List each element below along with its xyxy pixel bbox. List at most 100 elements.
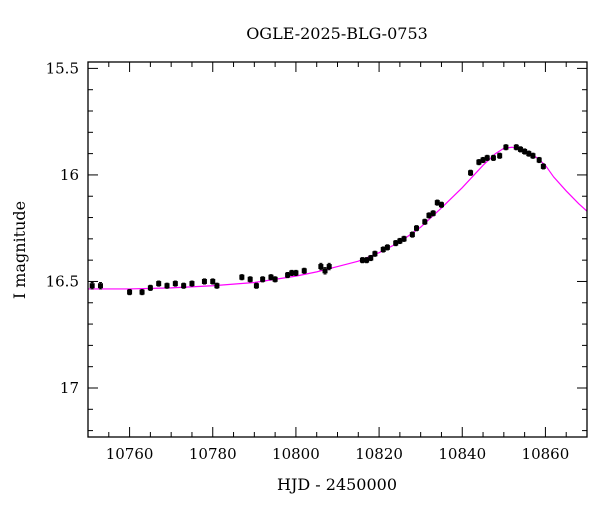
y-tick-label: 16 bbox=[60, 166, 79, 184]
data-marker bbox=[438, 202, 444, 208]
data-marker bbox=[503, 144, 509, 150]
data-marker bbox=[526, 151, 532, 157]
data-marker bbox=[540, 163, 546, 169]
data-point bbox=[89, 282, 95, 290]
data-marker bbox=[172, 281, 178, 287]
data-point bbox=[326, 262, 332, 271]
data-point bbox=[526, 150, 532, 157]
data-marker bbox=[253, 283, 259, 289]
y-axis-title: I magnitude bbox=[10, 201, 29, 299]
data-point bbox=[239, 274, 245, 281]
data-marker bbox=[426, 212, 432, 218]
data-point bbox=[368, 254, 374, 262]
chart-title: OGLE-2025-BLG-0753 bbox=[246, 24, 428, 43]
data-point bbox=[97, 282, 103, 290]
data-point bbox=[393, 240, 399, 247]
data-marker bbox=[517, 146, 523, 152]
data-point bbox=[214, 282, 220, 289]
data-marker bbox=[522, 148, 528, 154]
data-point bbox=[430, 210, 436, 217]
data-marker bbox=[247, 276, 253, 282]
data-marker bbox=[293, 270, 299, 276]
data-marker bbox=[401, 236, 407, 242]
data-marker bbox=[127, 289, 133, 295]
data-marker bbox=[476, 159, 482, 165]
data-marker bbox=[384, 244, 390, 250]
data-point bbox=[301, 267, 307, 274]
data-point bbox=[293, 269, 299, 276]
data-marker bbox=[156, 281, 162, 287]
data-point bbox=[181, 282, 187, 289]
data-point bbox=[490, 154, 496, 161]
x-axis-title: HJD - 2450000 bbox=[277, 475, 397, 494]
data-marker bbox=[484, 155, 490, 161]
data-point bbox=[372, 250, 378, 257]
y-tick-label: 15.5 bbox=[46, 59, 79, 77]
data-point bbox=[401, 235, 407, 242]
data-marker bbox=[268, 274, 274, 280]
data-point bbox=[409, 231, 415, 238]
data-point bbox=[536, 156, 542, 164]
data-point bbox=[497, 152, 503, 159]
data-marker bbox=[322, 268, 328, 274]
data-marker bbox=[393, 240, 399, 246]
data-marker bbox=[468, 170, 474, 176]
data-point bbox=[468, 169, 474, 176]
y-tick-label: 16.5 bbox=[46, 272, 79, 290]
data-point bbox=[540, 163, 546, 170]
data-marker bbox=[364, 257, 370, 263]
x-tick-label: 10780 bbox=[189, 445, 237, 463]
data-marker bbox=[368, 255, 374, 261]
data-marker bbox=[409, 232, 415, 238]
data-marker bbox=[139, 289, 145, 295]
x-tick-label: 10860 bbox=[522, 445, 570, 463]
data-point bbox=[484, 154, 490, 161]
data-point bbox=[414, 225, 420, 232]
data-marker bbox=[289, 270, 295, 276]
data-point bbox=[127, 289, 133, 296]
data-point bbox=[201, 278, 207, 285]
data-marker bbox=[210, 278, 216, 284]
data-marker bbox=[147, 285, 153, 291]
data-marker bbox=[359, 257, 365, 263]
data-marker bbox=[430, 210, 436, 216]
data-point bbox=[359, 257, 365, 264]
data-marker bbox=[181, 283, 187, 289]
data-marker bbox=[480, 157, 486, 163]
data-marker bbox=[530, 153, 536, 159]
data-point bbox=[268, 274, 274, 281]
data-point bbox=[530, 152, 536, 159]
data-marker bbox=[189, 281, 195, 287]
data-marker bbox=[380, 247, 386, 252]
data-point bbox=[476, 159, 482, 166]
plot-area bbox=[88, 144, 587, 296]
data-marker bbox=[372, 251, 378, 257]
data-marker bbox=[301, 268, 307, 274]
data-marker bbox=[272, 276, 278, 282]
data-point bbox=[285, 272, 291, 279]
x-tick-label: 10800 bbox=[272, 445, 320, 463]
data-point bbox=[189, 280, 195, 287]
data-point bbox=[397, 237, 403, 245]
data-point bbox=[247, 276, 253, 283]
data-marker bbox=[397, 238, 403, 244]
data-point bbox=[384, 244, 390, 251]
y-tick-label: 17 bbox=[60, 379, 79, 397]
data-point bbox=[156, 280, 162, 287]
data-marker bbox=[326, 264, 332, 270]
plot-frame bbox=[87, 61, 588, 438]
data-marker bbox=[536, 157, 542, 163]
data-marker bbox=[318, 264, 324, 270]
data-point bbox=[210, 278, 216, 285]
data-point bbox=[289, 269, 295, 276]
model-curve bbox=[88, 146, 587, 290]
data-marker bbox=[239, 274, 245, 280]
data-point bbox=[422, 218, 428, 225]
data-point bbox=[164, 282, 170, 289]
x-tick-label: 10760 bbox=[106, 445, 154, 463]
data-marker bbox=[422, 219, 428, 225]
data-marker bbox=[285, 272, 291, 278]
data-point bbox=[517, 146, 523, 153]
x-tick-label: 10840 bbox=[438, 445, 486, 463]
